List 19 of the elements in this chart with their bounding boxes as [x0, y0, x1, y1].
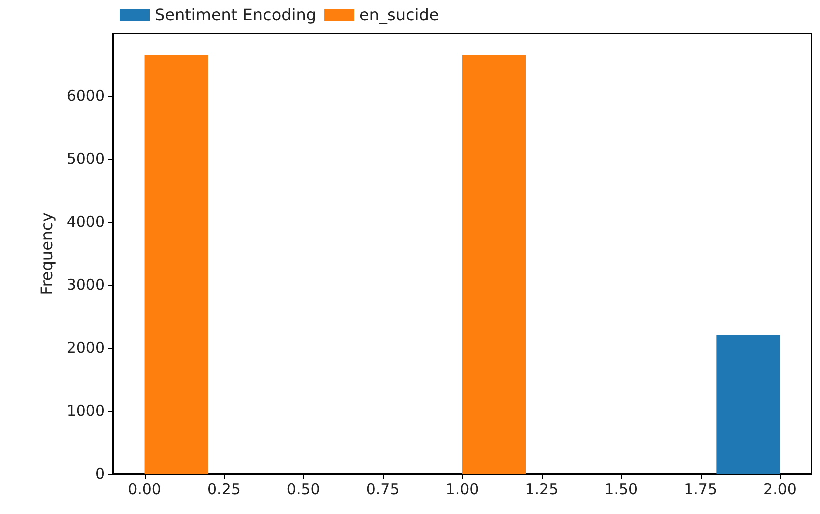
x-tick-label: 0.50 [286, 480, 320, 498]
y-tick-label: 6000 [66, 86, 105, 105]
x-tick-label: 1.50 [604, 480, 638, 498]
x-tick-label: 1.25 [525, 480, 559, 498]
y-axis-title: Frequency [38, 212, 56, 296]
x-tick-label: 1.75 [684, 480, 718, 498]
y-tick-label: 5000 [66, 150, 105, 168]
y-tick-label: 2000 [66, 338, 105, 357]
x-tick-label: 0.00 [128, 480, 162, 498]
x-tick-label: 0.25 [208, 480, 241, 498]
x-tick-label: 0.75 [366, 480, 400, 498]
y-tick-label: 1000 [66, 402, 105, 420]
y-tick-label: 3000 [66, 276, 105, 294]
y-tick-label: 0 [95, 465, 105, 483]
x-tick-label: 1.00 [446, 480, 480, 498]
legend-label: Sentiment Encoding [155, 6, 317, 24]
legend-label: en_sucide [360, 6, 440, 24]
y-tick-label: 4000 [66, 212, 105, 231]
x-tick-label: 2.00 [764, 480, 797, 498]
